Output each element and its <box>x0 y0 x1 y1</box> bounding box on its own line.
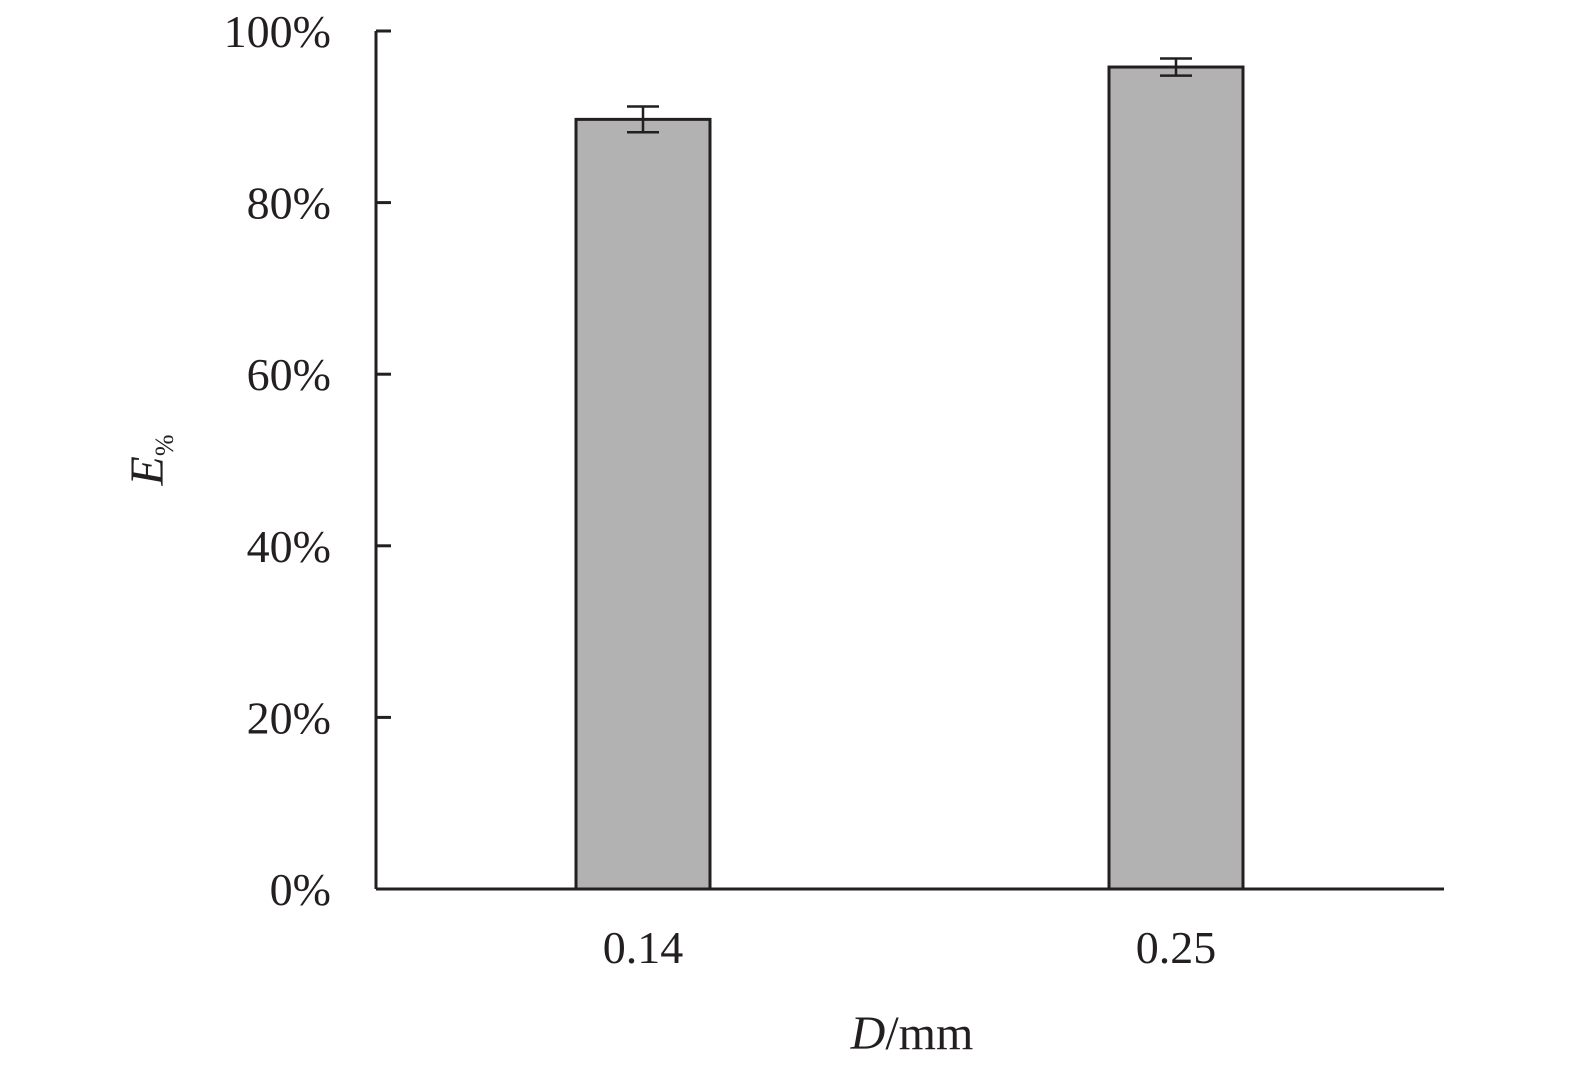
y-tick-label: 40% <box>247 521 331 572</box>
x-axis-title-unit: /mm <box>885 1007 973 1060</box>
y-tick-label: 60% <box>247 349 331 400</box>
x-tick-label-0.14: 0.14 <box>603 922 684 973</box>
axes-group <box>374 31 1444 891</box>
bars-group <box>574 65 1245 891</box>
y-tick-label: 0% <box>270 864 331 915</box>
bar-0.14 <box>574 117 712 891</box>
y-tick-label: 100% <box>224 6 331 57</box>
x-ticks-group: 0.14 0.25 <box>603 922 1217 973</box>
x-tick-label-0.25: 0.25 <box>1136 922 1217 973</box>
y-axis-title: E% <box>121 435 179 487</box>
bar-0.25 <box>1107 65 1245 891</box>
y-ticks-group: 0% 20% 40% 60% 80% 100% <box>224 6 391 915</box>
y-tick-label: 20% <box>247 692 331 743</box>
x-axis-title-symbol: D <box>850 1007 886 1060</box>
x-axis-title: D/mm <box>850 1007 974 1060</box>
y-tick-label: 80% <box>247 178 331 229</box>
y-axis-title-subscript: % <box>150 435 179 457</box>
y-axis-title-symbol: E <box>121 456 174 486</box>
error-bars-group <box>627 57 1192 134</box>
